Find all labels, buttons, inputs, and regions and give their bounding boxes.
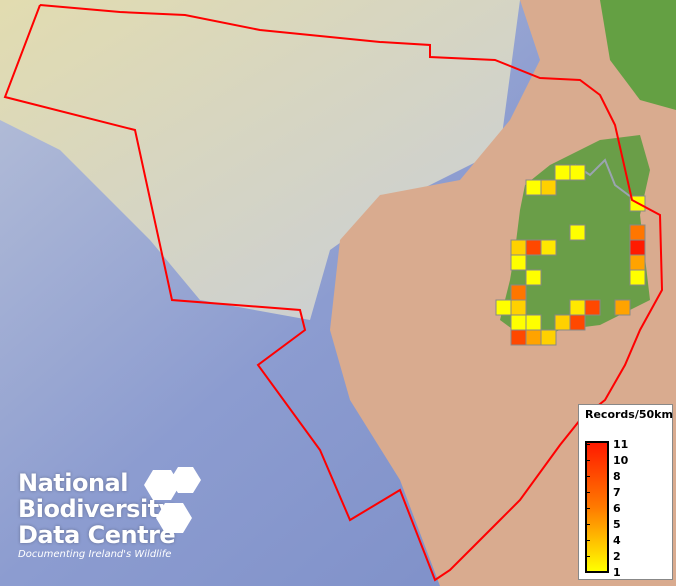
legend-tick-label: 10 [613, 454, 629, 467]
record-cell [569, 224, 586, 241]
record-cell [510, 284, 527, 301]
record-cell [510, 254, 527, 271]
record-cell [614, 299, 631, 316]
legend-tick-mark [585, 572, 590, 573]
record-cell [629, 269, 646, 286]
logo-hexagon-icon [144, 467, 201, 533]
record-cell [540, 179, 557, 196]
legend-tick-mark [585, 492, 590, 493]
legend-tick-label: 11 [613, 438, 629, 451]
survey-boundary-line [3, 4, 664, 582]
record-cell [510, 314, 527, 331]
legend-tick-label: 1 [613, 566, 621, 579]
logo-line-1: National [18, 469, 128, 497]
record-cell [510, 239, 527, 256]
record-cell [510, 299, 527, 316]
record-cell [629, 239, 646, 256]
record-cell [629, 254, 646, 271]
legend-tick-mark [585, 460, 590, 461]
legend-tick-mark [585, 556, 590, 557]
record-cell [569, 314, 586, 331]
legend-tick-mark [585, 444, 590, 445]
record-cell [629, 224, 646, 241]
legend-title: Records/50km [585, 408, 673, 421]
legend-tick-mark [585, 540, 590, 541]
legend-tick-label: 4 [613, 534, 621, 547]
legend-tick-mark [585, 508, 590, 509]
record-cell [525, 314, 542, 331]
record-cell [525, 179, 542, 196]
scotland-landmass [600, 0, 676, 110]
legend: Records/50km 11 10 8 7 6 5 4 2 1 [578, 404, 673, 580]
legend-tick-label: 5 [613, 518, 621, 531]
record-cell [554, 314, 571, 331]
record-cell [569, 164, 586, 181]
logo-line-3: Data Centre [18, 521, 176, 549]
nbdc-logo: National Biodiversity Data Centre Docume… [18, 469, 176, 560]
record-cell [525, 269, 542, 286]
legend-tick-label: 7 [613, 486, 621, 499]
record-cell [584, 299, 601, 316]
logo-line-2: Biodiversity [18, 495, 174, 523]
record-cell [495, 299, 512, 316]
continental-shelf [0, 0, 520, 320]
record-cell [525, 329, 542, 346]
record-cell [525, 239, 542, 256]
legend-tick-mark [585, 524, 590, 525]
record-cell [510, 329, 527, 346]
record-cell [554, 164, 571, 181]
legend-tick-label: 8 [613, 470, 621, 483]
record-cell [569, 299, 586, 316]
record-grid-cells [495, 164, 646, 346]
logo-tagline: Documenting Ireland's Wildlife [18, 549, 172, 560]
record-cell [540, 329, 557, 346]
color-ramp [585, 441, 609, 573]
legend-tick-mark [585, 476, 590, 477]
record-cell [540, 239, 557, 256]
legend-tick-label: 6 [613, 502, 621, 515]
legend-tick-label: 2 [613, 550, 621, 563]
